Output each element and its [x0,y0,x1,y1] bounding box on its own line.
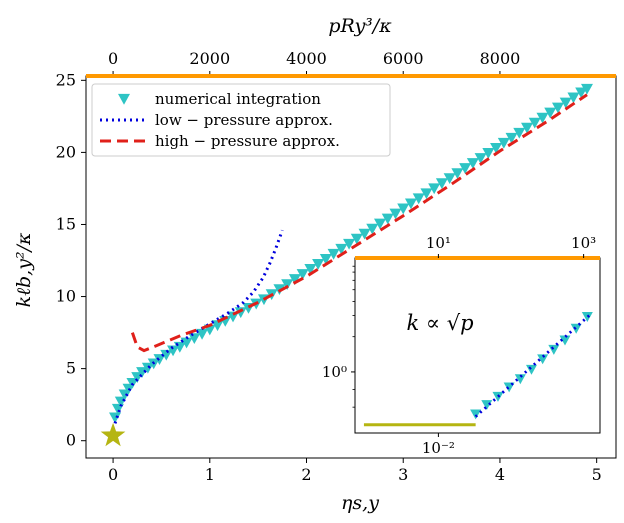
data-point [551,102,564,114]
inset-data-point [470,409,482,420]
star-marker [100,422,126,447]
data-point [575,87,588,99]
x-tick-label: 0 [108,465,118,484]
data-point [281,279,294,290]
data-point [136,367,149,378]
legend: numerical integration low − pressure appr… [91,83,391,157]
legend-label: numerical integration [155,90,321,108]
data-point [343,238,356,250]
data-point [451,168,464,180]
x-tick-label: 4 [495,465,505,484]
inset-data-point [492,391,504,402]
data-point [466,158,479,169]
data-point [435,178,448,190]
inset-plot: 10¹ 10³ 10⁻² 10⁰ [322,234,601,457]
inset-low-pressure-line [474,312,593,418]
x-tick-label: 2 [301,465,311,484]
inset-data-point [581,312,593,322]
main-plot: 0 1 2 3 4 5 0 5 10 15 20 25 0 2000 4000 6000 8000 [56,49,617,484]
legend-box [91,83,391,157]
data-point [459,163,472,174]
y-tick-label: 20 [56,142,76,161]
data-point [358,228,371,240]
data-point [288,274,301,285]
data-point [312,259,325,270]
data-point [304,264,317,275]
data-point [234,307,247,319]
data-point [335,243,348,255]
y-tick-label: 15 [56,214,76,233]
data-point [404,198,417,210]
data-point [443,173,456,185]
data-point [211,320,224,332]
inset-y-tick-label: 10⁰ [322,363,347,381]
inset-annotation: k ∝ √p [406,311,473,335]
data-point [196,328,209,340]
data-point [374,218,387,230]
data-point [350,233,363,245]
legend-label: low − pressure approx. [155,111,333,129]
inset-bottom-tick-label: 10⁻² [422,439,455,457]
data-point [319,253,332,265]
top-axis-label: pRy³/κ [328,15,392,37]
data-point [528,117,541,129]
data-point [420,188,433,200]
data-point [397,203,410,215]
data-point [141,362,154,374]
data-point [490,142,503,154]
data-point [109,412,122,424]
data-point [366,223,379,235]
data-point [167,345,180,357]
inset-data-point [514,374,526,385]
y-tick-label: 10 [56,287,76,306]
top-x-tick-label: 8000 [480,49,521,68]
data-point [497,137,510,149]
data-point [180,337,193,349]
data-point [296,269,309,280]
x-tick-label: 5 [592,465,602,484]
y-tick-label: 5 [66,359,76,378]
inset-data-point [525,364,537,375]
low-pressure-line [113,229,284,424]
data-point [521,122,534,134]
data-point [567,92,580,104]
inset-top-tick-label: 10³ [571,234,596,252]
y-tick-label: 25 [56,70,76,89]
data-point [513,127,526,139]
high-pressure-line [130,93,588,353]
legend-marker [118,93,130,105]
data-point [482,148,495,159]
data-point [544,107,557,119]
legend-label: high − pressure approx. [155,132,340,150]
data-point [412,193,425,205]
inset-top-tick-label: 10¹ [426,234,451,252]
inset-data-point [537,354,549,365]
data-point [160,349,173,361]
data-point [428,183,441,195]
x-axis-label: ηs,y [341,492,379,514]
data-point [580,83,593,95]
data-point [389,208,402,220]
data-point [536,112,549,124]
top-x-tick-label: 0 [108,49,118,68]
top-x-tick-label: 4000 [286,49,327,68]
data-point [474,153,487,164]
data-point [188,333,201,345]
top-x-tick-label: 6000 [383,49,424,68]
x-tick-label: 3 [398,465,408,484]
data-point [505,132,518,144]
inset-data-point [559,335,571,346]
top-x-tick-label: 2000 [189,49,230,68]
data-point [327,248,340,260]
inset-data-point [548,344,560,355]
y-axis-label: kℓb,y²/κ [13,232,35,307]
inset-frame [354,257,601,434]
data-point [381,213,394,225]
y-tick-label: 0 [66,431,76,450]
data-point [559,97,572,109]
x-tick-label: 1 [205,465,215,484]
